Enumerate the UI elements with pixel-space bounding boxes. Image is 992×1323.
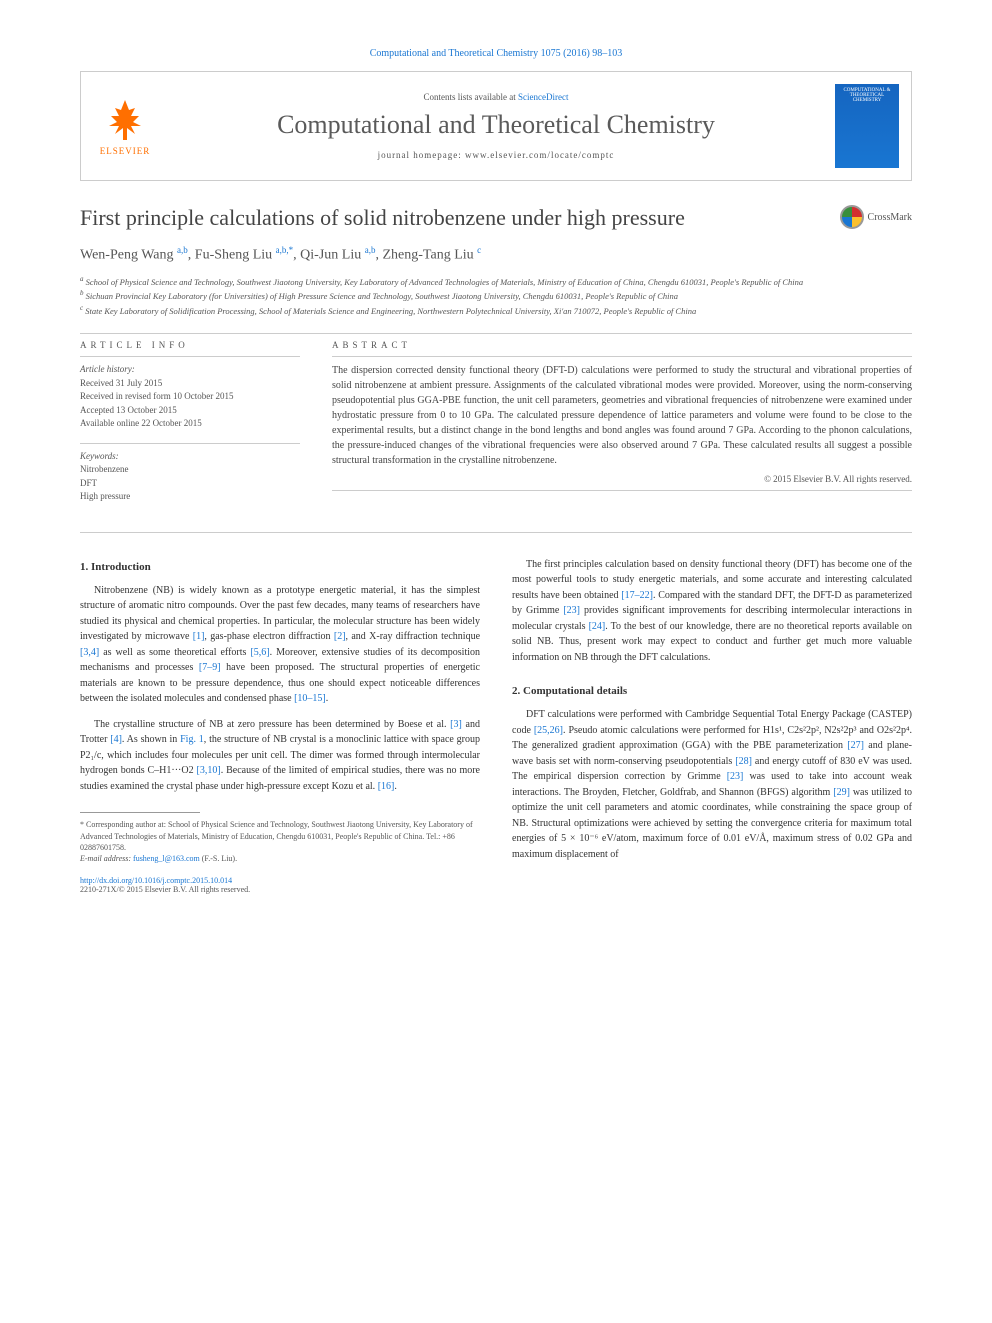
history-revised: Received in revised form 10 October 2015: [80, 391, 233, 401]
divider: [80, 333, 912, 334]
right-column: The first principles calculation based o…: [512, 557, 912, 894]
t: as well as some theoretical efforts: [99, 647, 250, 658]
info-abstract-row: ARTICLE INFO Article history: Received 3…: [80, 340, 912, 504]
affiliation-a: a School of Physical Science and Technol…: [80, 274, 912, 289]
section-2-heading: 2. Computational details: [512, 685, 912, 697]
article-history: Article history: Received 31 July 2015 R…: [80, 363, 300, 431]
section-1-heading: 1. Introduction: [80, 561, 480, 573]
crossmark-label: CrossMark: [868, 212, 912, 223]
affiliation-b: b Sichuan Provincial Key Laboratory (for…: [80, 288, 912, 303]
journal-cover-thumbnail: COMPUTATIONAL & THEORETICAL CHEMISTRY: [835, 84, 899, 168]
left-column: 1. Introduction Nitrobenzene (NB) is wid…: [80, 557, 480, 894]
divider: [332, 490, 912, 491]
elsevier-logo: ELSEVIER: [93, 86, 157, 166]
ref-17-22[interactable]: [17–22]: [621, 590, 653, 601]
corresponding-author-text: * Corresponding author at: School of Phy…: [80, 819, 480, 853]
section-2-body: DFT calculations were performed with Cam…: [512, 707, 912, 862]
abstract-heading: ABSTRACT: [332, 340, 912, 350]
corresponding-footnote: * Corresponding author at: School of Phy…: [80, 819, 480, 864]
ref-3-4[interactable]: [3,4]: [80, 647, 99, 658]
keyword-3: High pressure: [80, 491, 130, 501]
ref-1[interactable]: [1]: [193, 631, 205, 642]
t: .: [326, 693, 329, 704]
history-online: Available online 22 October 2015: [80, 418, 202, 428]
elsevier-tree-icon: [101, 96, 149, 144]
ref-29[interactable]: [29]: [833, 787, 850, 798]
ref-4[interactable]: [4]: [110, 734, 122, 745]
copyright-line: © 2015 Elsevier B.V. All rights reserved…: [332, 474, 912, 484]
body-columns: 1. Introduction Nitrobenzene (NB) is wid…: [80, 557, 912, 894]
affiliation-c: c State Key Laboratory of Solidification…: [80, 303, 912, 318]
ref-23[interactable]: [23]: [563, 605, 580, 616]
ref-27[interactable]: [27]: [847, 740, 864, 751]
header-center: Contents lists available at ScienceDirec…: [173, 92, 819, 160]
abstract-column: ABSTRACT The dispersion corrected densit…: [332, 340, 912, 504]
authors-line: Wen-Peng Wang a,b, Fu-Sheng Liu a,b,*, Q…: [80, 245, 912, 264]
history-received: Received 31 July 2015: [80, 378, 162, 388]
affiliation-c-text: State Key Laboratory of Solidification P…: [85, 306, 696, 316]
ref-3-10[interactable]: [3,10]: [197, 765, 221, 776]
ref-3[interactable]: [3]: [450, 719, 462, 730]
contents-prefix: Contents lists available at: [424, 92, 518, 102]
history-heading: Article history:: [80, 364, 135, 374]
email-line: E-mail address: fusheng_l@163.com (F.-S.…: [80, 853, 480, 864]
t: The crystalline structure of NB at zero …: [94, 719, 450, 730]
elsevier-label: ELSEVIER: [100, 146, 151, 156]
intro-para-3: The first principles calculation based o…: [512, 557, 912, 666]
divider: [80, 356, 300, 357]
intro-para-1: Nitrobenzene (NB) is widely known as a p…: [80, 583, 480, 707]
journal-cover-text: COMPUTATIONAL & THEORETICAL CHEMISTRY: [835, 88, 899, 103]
intro-para-2: The crystalline structure of NB at zero …: [80, 717, 480, 795]
journal-header-box: ELSEVIER Contents lists available at Sci…: [80, 71, 912, 181]
ref-10-15[interactable]: [10–15]: [294, 693, 326, 704]
doi-link[interactable]: http://dx.doi.org/10.1016/j.comptc.2015.…: [80, 876, 232, 885]
comp-para-1: DFT calculations were performed with Cam…: [512, 707, 912, 862]
email-label: E-mail address:: [80, 854, 133, 863]
email-name: (F.-S. Liu).: [200, 854, 237, 863]
footnote-separator: [80, 812, 200, 813]
fig-1-link[interactable]: Fig. 1: [180, 734, 204, 745]
journal-reference: Computational and Theoretical Chemistry …: [80, 48, 912, 59]
intro-continued: The first principles calculation based o…: [512, 557, 912, 666]
issn-copyright: 2210-271X/© 2015 Elsevier B.V. All right…: [80, 885, 250, 894]
ref-16[interactable]: [16]: [378, 781, 395, 792]
article-info-column: ARTICLE INFO Article history: Received 3…: [80, 340, 300, 504]
abstract-text: The dispersion corrected density functio…: [332, 363, 912, 468]
history-accepted: Accepted 13 October 2015: [80, 405, 177, 415]
keywords-heading: Keywords:: [80, 451, 119, 461]
homepage-line: journal homepage: www.elsevier.com/locat…: [173, 150, 819, 160]
section-1-body: Nitrobenzene (NB) is widely known as a p…: [80, 583, 480, 795]
email-link[interactable]: fusheng_l@163.com: [133, 854, 200, 863]
t: . As shown in: [122, 734, 180, 745]
article-title: First principle calculations of solid ni…: [80, 205, 912, 231]
contents-line: Contents lists available at ScienceDirec…: [173, 92, 819, 102]
ref-5-6[interactable]: [5,6]: [250, 647, 269, 658]
keyword-1: Nitrobenzene: [80, 464, 128, 474]
divider: [332, 356, 912, 357]
crossmark-badge[interactable]: CrossMark: [840, 205, 912, 229]
crossmark-icon: [840, 205, 864, 229]
ref-23b[interactable]: [23]: [727, 771, 744, 782]
sciencedirect-link[interactable]: ScienceDirect: [518, 92, 568, 102]
ref-2[interactable]: [2]: [334, 631, 346, 642]
t: .: [394, 781, 397, 792]
divider: [80, 532, 912, 533]
page-container: Computational and Theoretical Chemistry …: [0, 0, 992, 934]
affiliations: a School of Physical Science and Technol…: [80, 274, 912, 318]
affiliation-b-text: Sichuan Provincial Key Laboratory (for U…: [86, 291, 678, 301]
ref-24[interactable]: [24]: [589, 621, 606, 632]
footer-block: http://dx.doi.org/10.1016/j.comptc.2015.…: [80, 876, 480, 894]
divider: [80, 443, 300, 444]
keyword-2: DFT: [80, 478, 97, 488]
affiliation-a-text: School of Physical Science and Technolog…: [86, 276, 804, 286]
article-info-heading: ARTICLE INFO: [80, 340, 300, 350]
ref-7-9[interactable]: [7–9]: [199, 662, 221, 673]
keywords-block: Keywords: Nitrobenzene DFT High pressure: [80, 450, 300, 504]
t: , and X-ray diffraction technique: [346, 631, 480, 642]
ref-25-26[interactable]: [25,26]: [534, 725, 563, 736]
ref-28[interactable]: [28]: [735, 756, 752, 767]
journal-title: Computational and Theoretical Chemistry: [173, 110, 819, 140]
t: , gas-phase electron diffraction: [204, 631, 333, 642]
